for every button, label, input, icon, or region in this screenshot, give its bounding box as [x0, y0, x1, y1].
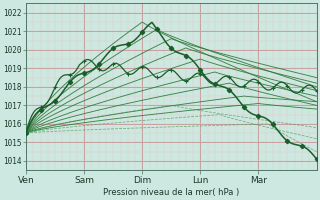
- X-axis label: Pression niveau de la mer( hPa ): Pression niveau de la mer( hPa ): [103, 188, 239, 197]
